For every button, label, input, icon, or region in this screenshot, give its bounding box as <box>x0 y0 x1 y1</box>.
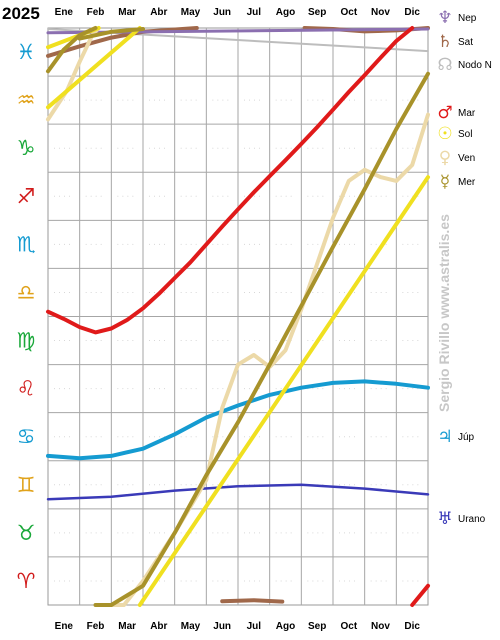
chart-title: 2025 <box>2 4 40 23</box>
legend-planet-icon: ☿ <box>440 172 450 192</box>
sign-glyph-icon: ♐ <box>17 184 36 208</box>
series-line-mer <box>77 27 145 41</box>
month-label-bottom: Nov <box>371 621 390 632</box>
month-label-bottom: Ene <box>55 621 74 632</box>
month-label-top: Oct <box>340 7 357 18</box>
month-label-top: May <box>181 7 201 18</box>
month-label-top: Ene <box>55 7 74 18</box>
sign-glyph-icon: ♍ <box>17 329 36 353</box>
month-labels-top: Ene Feb Mar Abr May Jun Jul Ago Sep Oct Nov Dic <box>55 7 421 18</box>
sign-glyph-icon: ♌ <box>17 377 36 401</box>
month-label-top: Dic <box>404 7 420 18</box>
legend-label: Mer <box>458 177 476 188</box>
series-line-sat <box>220 598 285 604</box>
month-label-top: Jun <box>213 7 231 18</box>
month-label-bottom: Abr <box>150 621 167 632</box>
month-label-top: Jul <box>247 7 262 18</box>
month-label-bottom: Mar <box>118 621 136 632</box>
series-line-mer <box>46 26 98 74</box>
legend-planet-icon: ♆ <box>437 8 452 28</box>
month-label-bottom: May <box>181 621 201 632</box>
legend-planet-icon: ♅ <box>437 509 452 529</box>
sign-glyph-icon: ♒ <box>17 88 36 112</box>
legend-label: Sat <box>458 37 473 48</box>
month-label-top: Abr <box>150 7 167 18</box>
series-line-sol <box>46 26 142 110</box>
legend-planet-icon: ♄ <box>437 32 452 52</box>
sign-glyph-icon: ♊ <box>17 473 36 497</box>
month-label-top: Sep <box>308 7 326 18</box>
sign-glyph-icon: ♑ <box>17 136 36 160</box>
legend-label: Nodo N <box>458 60 492 71</box>
series-line-ven <box>96 112 430 607</box>
month-labels-bottom: Ene Feb Mar Abr May Jun Jul Ago Sep Oct Nov Dic <box>55 621 421 632</box>
month-label-bottom: Oct <box>340 621 357 632</box>
legend-planet-icon: ☉ <box>437 124 452 144</box>
planet-legend: ♆ Nep ♄ Sat ☊ Nodo N ♂ Mar ☉ Sol ♀ Ven ☿ Mer ♃ Júp ♅ Uran… <box>437 8 492 529</box>
series-line-mar <box>46 26 415 335</box>
legend-planet-icon: ☊ <box>437 55 452 75</box>
month-label-bottom: Feb <box>87 621 105 632</box>
month-label-bottom: Jul <box>247 621 262 632</box>
legend-label: Nep <box>458 13 477 24</box>
series-layer <box>46 26 430 607</box>
zodiac-sign-column: ♈ ♉ ♊ ♋ ♌ ♍ ♎ ♏ ♐ ♑ ♒ ♓ <box>17 40 36 593</box>
month-label-bottom: Dic <box>404 621 420 632</box>
month-label-top: Nov <box>371 7 390 18</box>
series-line-j-p <box>46 379 430 461</box>
series-line-mar <box>410 583 430 607</box>
legend-label: Sol <box>458 129 472 140</box>
month-label-top: Feb <box>87 7 105 18</box>
month-label-bottom: Sep <box>308 621 326 632</box>
sign-glyph-icon: ♎ <box>17 280 36 304</box>
legend-planet-icon: ♀ <box>439 148 451 168</box>
legend-label: Júp <box>458 432 475 443</box>
month-label-bottom: Ago <box>276 621 295 632</box>
sign-glyph-icon: ♓ <box>17 40 36 64</box>
series-line-urano <box>46 483 430 501</box>
sign-glyph-icon: ♋ <box>17 425 36 449</box>
legend-planet-icon: ♂ <box>437 103 452 123</box>
series-line-sol <box>137 175 430 607</box>
legend-label: Mar <box>458 108 476 119</box>
legend-planet-icon: ♃ <box>437 427 452 447</box>
series-line-mer <box>93 71 430 607</box>
series-line-ven <box>46 26 101 122</box>
month-label-bottom: Jun <box>213 621 231 632</box>
legend-label: Ven <box>458 153 475 164</box>
month-label-top: Mar <box>118 7 136 18</box>
chart-grid <box>47 27 429 606</box>
month-label-top: Ago <box>276 7 295 18</box>
credit-text: Sergio Rivillo www.astralis.es <box>436 214 452 412</box>
sign-glyph-icon: ♈ <box>17 569 36 593</box>
sign-glyph-icon: ♉ <box>17 521 36 545</box>
sign-glyph-icon: ♏ <box>17 232 36 256</box>
legend-label: Urano <box>458 514 486 525</box>
